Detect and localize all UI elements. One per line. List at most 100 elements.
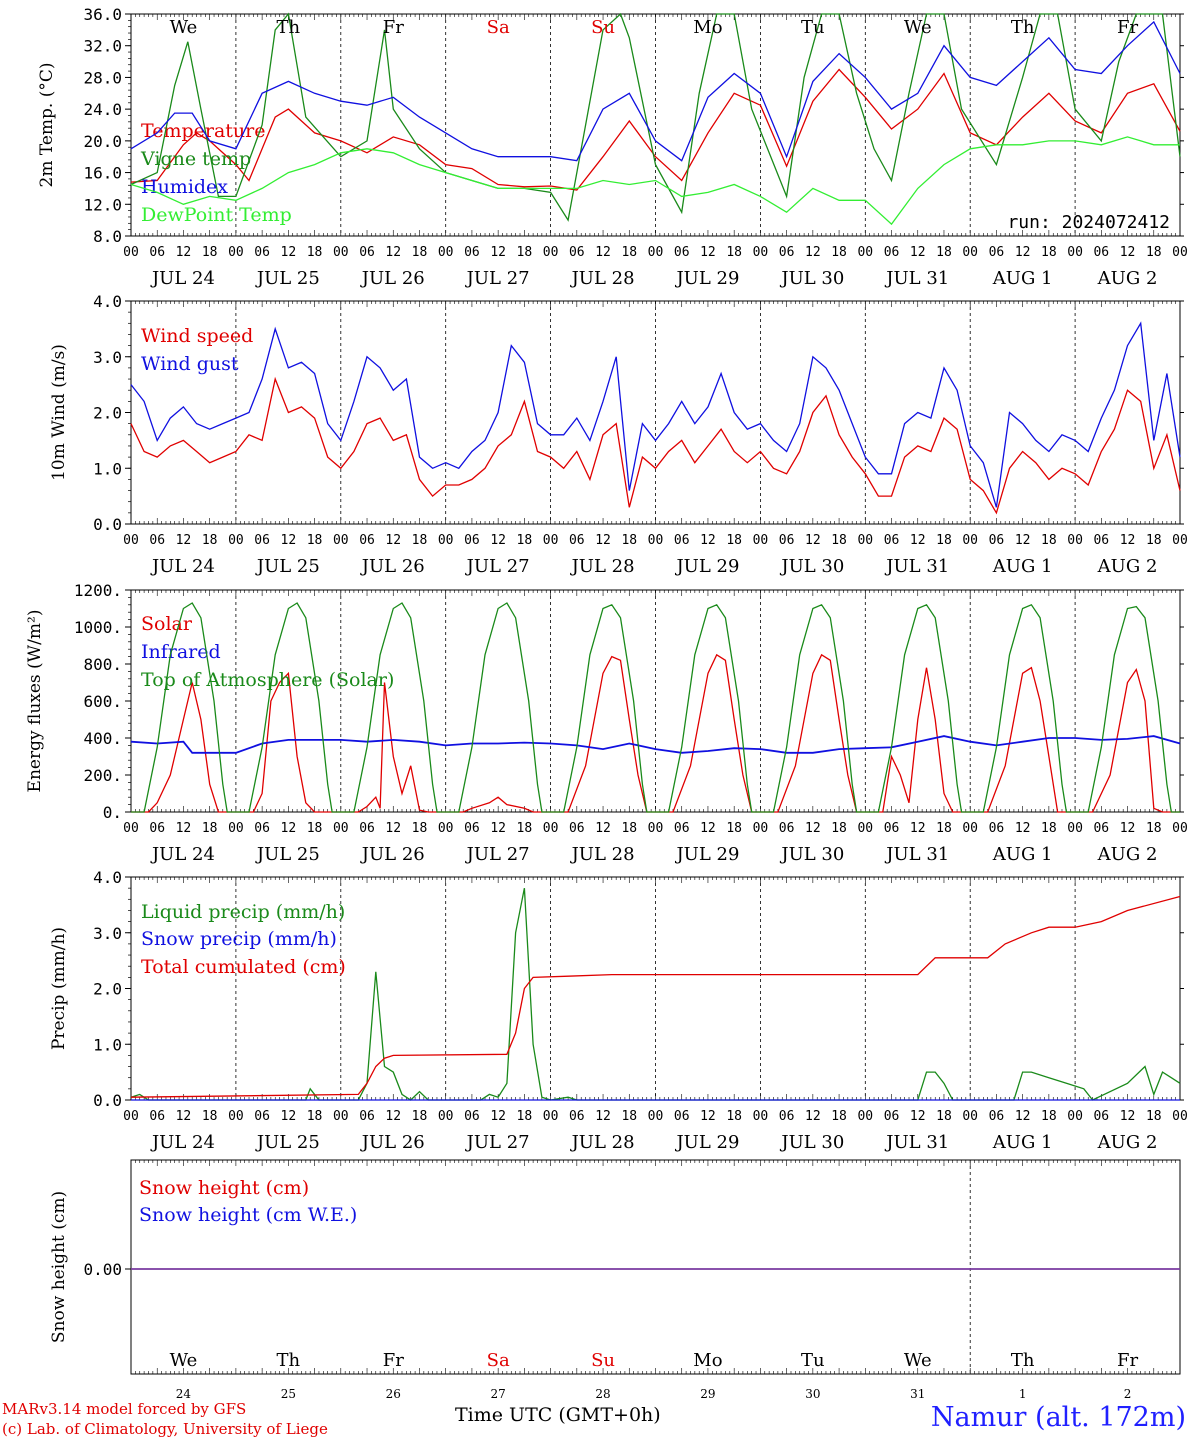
hour-tick-label: 00 [123,1109,139,1124]
date-label: JUL 27 [465,268,530,289]
panel-3: 0. 200. 400. 600. 800. 1000. 1200. Energy fluxe… [25,581,1188,865]
hour-tick-label: 12 [595,1109,611,1124]
date-label: JUL 24 [150,1132,215,1153]
date-label: JUL 30 [779,1132,844,1153]
dow-label-top: Th [277,17,301,38]
hour-tick-label: 06 [989,245,1005,260]
hour-tick-label: 06 [1093,1109,1109,1124]
hour-tick-label: 06 [569,1109,585,1124]
y-tick-label: 1.0 [93,459,122,478]
series-line-wind-speed [130,376,1181,515]
hour-tick-label: 00 [753,245,769,260]
date-label: JUL 29 [674,1132,739,1153]
hour-tick-label: 06 [884,533,900,548]
hour-tick-label: 00 [228,1109,244,1124]
hour-tick-label: 12 [805,533,821,548]
hour-tick-label: 06 [674,245,690,260]
y-tick-label: 4.0 [93,292,122,311]
date-label: JUL 27 [465,556,530,577]
hour-tick-label: 18 [831,821,847,836]
hour-tick-label: 18 [726,533,742,548]
dow-label-top: Fr [1117,17,1138,38]
hour-tick-label: 00 [438,1109,454,1124]
dow-label-top: Su [591,17,615,38]
hour-tick-label: 12 [281,821,297,836]
hour-tick-label: 12 [910,245,926,260]
y-tick-label: 400. [83,729,122,748]
y-tick-label: 20.0 [83,132,122,151]
hour-tick-label: 00 [543,1109,559,1124]
hour-tick-label: 00 [438,821,454,836]
hour-tick-label: 18 [1146,821,1162,836]
hour-tick-label: 18 [307,245,323,260]
series-line-dewpoint-temp [130,136,1180,226]
hour-tick-label: 12 [805,1109,821,1124]
date-label: JUL 28 [570,1132,635,1153]
series-line-solar [131,653,1180,813]
hour-tick-label: 12 [176,533,192,548]
y-tick-label: 28.0 [83,68,122,87]
hour-tick-label: 18 [1146,245,1162,260]
day-number-label: 25 [281,1387,296,1401]
legend-entry: Snow height (cm) [139,1177,309,1199]
hour-tick-label: 00 [753,533,769,548]
date-label: JUL 31 [884,268,949,289]
hour-tick-label: 00 [648,245,664,260]
date-label: JUL 27 [465,844,530,865]
legend-entry: DewPoint Temp [141,204,292,226]
hour-tick-label: 06 [569,245,585,260]
hour-tick-label: 12 [1120,533,1136,548]
hour-tick-label: 18 [936,821,952,836]
hour-tick-label: 06 [149,1109,165,1124]
hour-tick-label: 18 [621,533,637,548]
y-tick-label: 8.0 [93,227,122,246]
hour-tick-label: 06 [464,1109,480,1124]
hour-tick-label: 12 [1120,245,1136,260]
date-label: JUL 30 [779,556,844,577]
hour-tick-label: 00 [1172,821,1188,836]
legend-entry: Solar [141,613,193,635]
hour-tick-label: 12 [1015,1109,1031,1124]
hour-tick-label: 18 [517,1109,533,1124]
hour-tick-label: 12 [281,245,297,260]
hour-tick-label: 06 [1093,533,1109,548]
series-line-top-of-atmosphere-solar- [131,602,1180,813]
hour-tick-label: 06 [569,533,585,548]
panel-5: 0.00 Snow height (cm) Snow height (cm) Snow… [49,1159,1181,1375]
hour-tick-label: 00 [1172,533,1188,548]
series-line-infrared [130,735,1181,754]
y-tick-label: 32.0 [83,37,122,56]
legend-entry: Snow height (cm W.E.) [139,1204,357,1226]
hour-tick-label: 12 [1015,245,1031,260]
hour-tick-label: 00 [333,821,349,836]
hour-tick-label: 12 [700,821,716,836]
day-number-label: 27 [491,1387,506,1401]
panel-4: 0.0 1.0 2.0 3.0 4.0 Precip (mm/h) 00 06 12 18 JUL … [49,868,1188,1153]
hour-tick-label: 06 [569,821,585,836]
hour-tick-label: 18 [202,533,218,548]
hour-tick-label: 00 [1067,245,1083,260]
date-label: JUL 26 [360,556,425,577]
hour-tick-label: 12 [1120,821,1136,836]
dow-label-bottom: Sa [487,1350,510,1371]
legend-entry: Total cumulated (cm) [141,956,346,978]
hour-tick-label: 12 [595,821,611,836]
legend-entry: Humidex [141,176,228,198]
series-line-vigne-temp [130,12,1181,222]
day-number-label: 29 [700,1387,715,1401]
y-tick-label: 0. [103,803,122,822]
dow-label-top: Mo [693,17,722,38]
hour-tick-label: 06 [989,533,1005,548]
legend-entry: Snow precip (mm/h) [141,928,337,950]
x-axis-title: Time UTC (GMT+0h) [455,1404,661,1426]
hour-tick-label: 00 [123,821,139,836]
hour-tick-label: 12 [385,533,401,548]
hour-tick-label: 18 [412,1109,428,1124]
hour-tick-label: 06 [674,821,690,836]
hour-tick-label: 06 [884,1109,900,1124]
hour-tick-label: 06 [359,533,375,548]
y-tick-label: 1200. [74,581,122,600]
day-number-label: 31 [910,1387,925,1401]
panel-1: 8.0 12.0 16.0 20.0 24.0 28.0 32.0 36.0 2m Temp. … [37,5,1188,289]
hour-tick-label: 06 [359,245,375,260]
